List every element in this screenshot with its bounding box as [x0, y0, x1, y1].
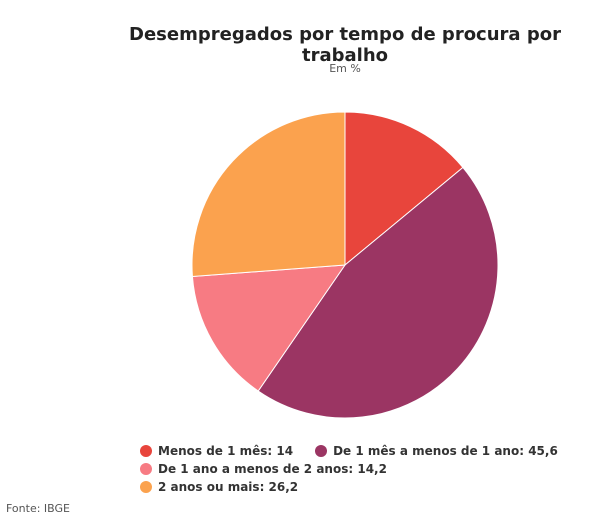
legend-item: De 1 mês a menos de 1 ano45,6	[315, 444, 558, 458]
source: Fonte: IBGE	[6, 502, 70, 515]
legend-marker	[140, 481, 152, 493]
legend-value: 14,2	[357, 462, 387, 476]
legend-item: 2 anos ou mais26,2	[140, 480, 298, 494]
pie-slice	[344, 111, 464, 267]
legend-item: De 1 ano a menos de 2 anos14,2	[140, 462, 387, 476]
legend-marker	[140, 445, 152, 457]
legend-label: Menos de 1 mês	[158, 444, 276, 458]
legend-value: 14	[276, 444, 294, 458]
pie-slice	[191, 264, 347, 392]
legend-marker	[140, 463, 152, 475]
legend-value: 26,2	[268, 480, 299, 494]
legend-label: De 1 mês a menos de 1 ano	[333, 444, 528, 458]
chart-title: Desempregados por tempo de procura por t…	[129, 24, 561, 66]
legend-label: 2 anos ou mais	[158, 480, 269, 494]
pie-slice	[191, 111, 346, 278]
legend: Menos de 1 mês14 De 1 mês a menos de 1 an…	[140, 444, 560, 494]
legend-value: 45,6	[528, 444, 558, 458]
legend-label: De 1 ano a menos de 2 anos	[158, 462, 357, 476]
pie-slice	[257, 166, 499, 419]
legend-item: Menos de 1 mês14	[140, 444, 293, 458]
legend-marker	[315, 445, 328, 457]
chart-subtitle: Em %	[329, 62, 361, 75]
chart	[191, 111, 499, 419]
